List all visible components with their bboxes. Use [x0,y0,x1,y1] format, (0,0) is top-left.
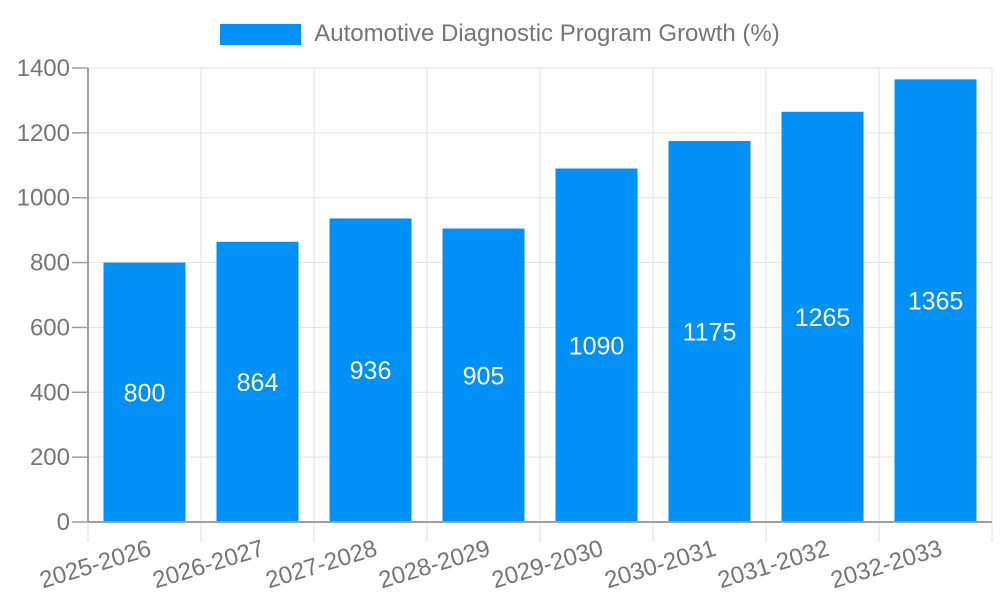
bar-value-label: 1090 [569,332,625,360]
y-tick-label: 400 [30,379,70,406]
y-tick-label: 1000 [17,185,70,212]
x-tick-label: 2032-2033 [828,535,946,594]
bar [442,228,525,522]
y-tick-label: 800 [30,250,70,277]
bar-value-label: 800 [124,379,166,407]
x-tick-label: 2028-2029 [376,535,494,594]
bar-value-label: 905 [463,362,505,390]
x-tick-label: 2031-2032 [715,535,833,594]
y-tick-label: 0 [57,509,70,536]
bar [103,262,186,522]
x-tick-label: 2027-2028 [263,535,381,594]
bar [329,218,412,522]
x-tick-label: 2030-2031 [602,535,720,594]
bar-value-label: 1365 [908,288,964,316]
bar-value-label: 1265 [795,304,851,332]
bar [781,111,864,523]
bar-value-label: 864 [237,369,279,397]
bar [555,168,638,522]
bar [668,140,751,522]
x-tick-label: 2025-2026 [37,535,155,594]
bar-value-label: 936 [350,357,392,385]
y-tick-label: 600 [30,314,70,341]
bar-value-label: 1175 [683,318,737,346]
y-tick-label: 200 [30,444,70,471]
x-tick-label: 2026-2027 [150,535,268,594]
bar [216,241,299,522]
y-tick-label: 1200 [17,120,70,147]
x-tick-label: 2029-2030 [489,535,607,594]
y-tick-label: 1400 [17,55,70,82]
bar [894,79,977,522]
